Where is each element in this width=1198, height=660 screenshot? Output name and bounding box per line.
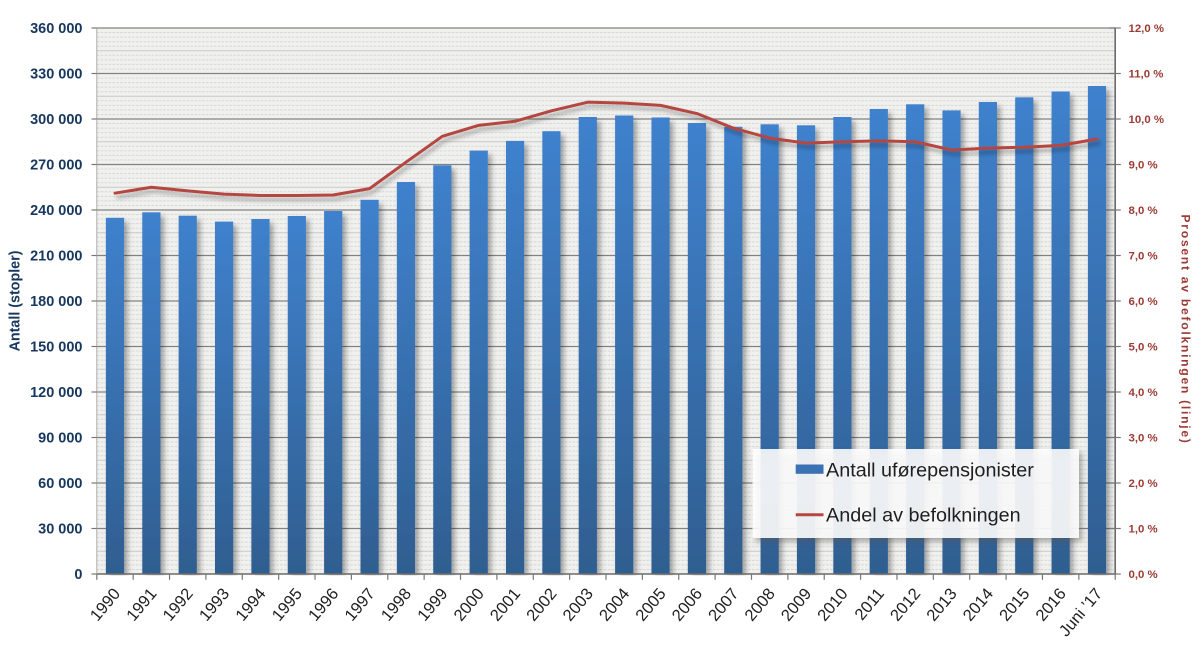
svg-text:Andel av befolkningen: Andel av befolkningen — [826, 505, 1021, 527]
svg-text:8,0 %: 8,0 % — [1129, 205, 1158, 217]
svg-text:Antall uførepensjonister: Antall uførepensjonister — [826, 460, 1034, 482]
svg-text:0: 0 — [74, 567, 82, 583]
svg-text:6,0 %: 6,0 % — [1129, 296, 1158, 308]
svg-text:11,0 %: 11,0 % — [1129, 69, 1164, 81]
svg-text:10,0 %: 10,0 % — [1129, 114, 1164, 126]
svg-text:240 000: 240 000 — [30, 203, 82, 219]
svg-text:3,0 %: 3,0 % — [1129, 433, 1158, 445]
svg-text:30 000: 30 000 — [38, 522, 82, 538]
svg-text:2,0 %: 2,0 % — [1129, 478, 1158, 490]
svg-text:60 000: 60 000 — [38, 476, 82, 492]
svg-text:270 000: 270 000 — [30, 158, 82, 174]
svg-text:7,0 %: 7,0 % — [1129, 251, 1158, 263]
svg-text:0,0 %: 0,0 % — [1129, 569, 1158, 581]
svg-text:1,0 %: 1,0 % — [1129, 524, 1158, 536]
svg-text:360 000: 360 000 — [30, 21, 82, 37]
svg-text:150 000: 150 000 — [30, 340, 82, 356]
svg-text:90 000: 90 000 — [38, 431, 82, 447]
svg-text:180 000: 180 000 — [30, 294, 82, 310]
svg-text:330 000: 330 000 — [30, 67, 82, 83]
svg-text:12,0 %: 12,0 % — [1129, 23, 1164, 35]
svg-text:Antall (stopler): Antall (stopler) — [7, 250, 23, 351]
svg-text:120 000: 120 000 — [30, 385, 82, 401]
svg-text:9,0 %: 9,0 % — [1129, 160, 1158, 172]
svg-text:5,0 %: 5,0 % — [1129, 342, 1158, 354]
svg-text:300 000: 300 000 — [30, 112, 82, 128]
svg-text:210 000: 210 000 — [30, 249, 82, 265]
svg-text:4,0 %: 4,0 % — [1129, 387, 1158, 399]
svg-text:Prosent av befolkningen (linje: Prosent av befolkningen (linje) — [1178, 214, 1192, 444]
